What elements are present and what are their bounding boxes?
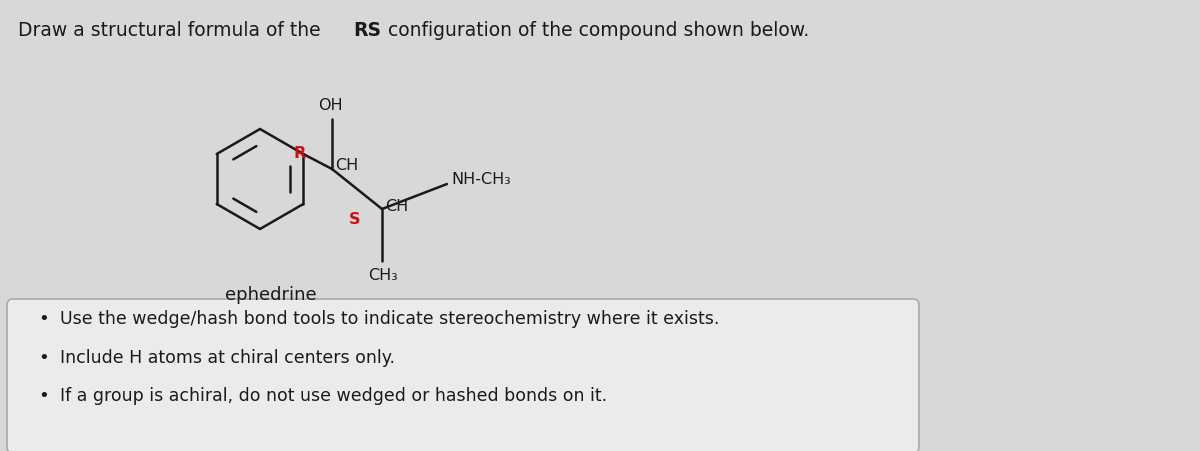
Text: configuration of the compound shown below.: configuration of the compound shown belo… — [382, 22, 809, 41]
Text: CH: CH — [385, 198, 408, 213]
Text: •: • — [38, 349, 49, 367]
Text: Use the wedge/hash bond tools to indicate stereochemistry where it exists.: Use the wedge/hash bond tools to indicat… — [60, 310, 719, 328]
Text: ephedrine: ephedrine — [226, 286, 317, 304]
Text: Draw a structural formula of the: Draw a structural formula of the — [18, 22, 326, 41]
Text: CH: CH — [335, 157, 359, 172]
Text: •: • — [38, 310, 49, 328]
Text: CH₃: CH₃ — [368, 268, 398, 283]
Text: Include H atoms at chiral centers only.: Include H atoms at chiral centers only. — [60, 349, 395, 367]
Text: RS: RS — [353, 22, 382, 41]
Text: •: • — [38, 387, 49, 405]
Text: If a group is achiral, do not use wedged or hashed bonds on it.: If a group is achiral, do not use wedged… — [60, 387, 607, 405]
FancyBboxPatch shape — [7, 299, 919, 451]
Text: NH-CH₃: NH-CH₃ — [451, 172, 511, 188]
Text: R: R — [294, 146, 306, 161]
Text: S: S — [348, 212, 360, 226]
Text: OH: OH — [318, 98, 342, 113]
